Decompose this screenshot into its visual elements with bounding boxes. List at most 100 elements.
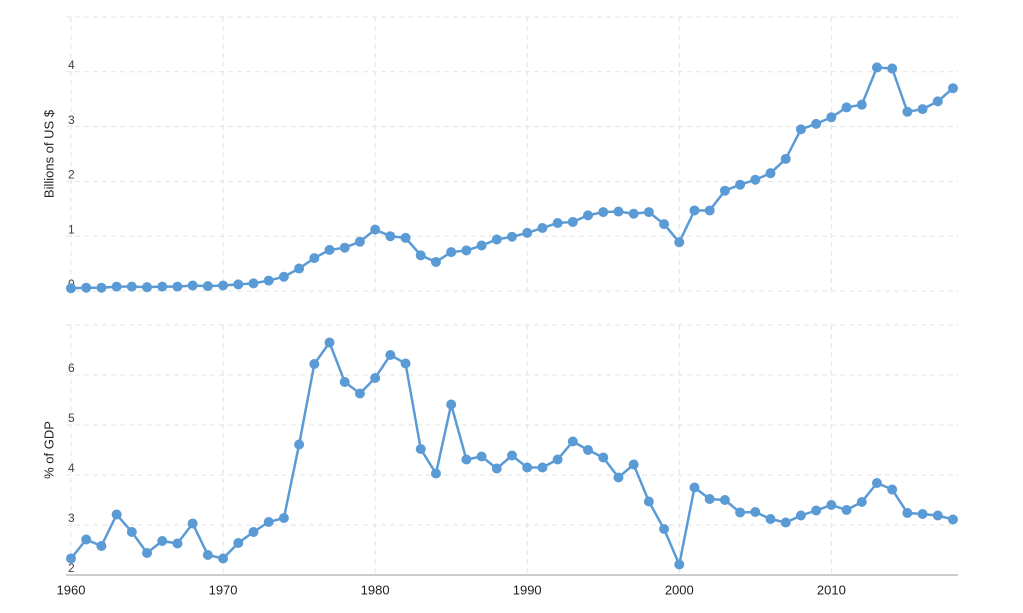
data-point — [507, 450, 517, 461]
data-point — [126, 281, 137, 292]
data-point — [324, 337, 335, 348]
y-tick-label: 3 — [68, 511, 75, 525]
data-point — [218, 280, 229, 291]
data-point — [111, 509, 122, 520]
data-point — [841, 102, 852, 113]
data-point — [780, 517, 791, 528]
data-point — [704, 205, 715, 216]
data-point — [537, 222, 548, 233]
data-point — [476, 451, 487, 462]
data-point — [719, 185, 730, 196]
data-point — [187, 518, 198, 529]
data-point — [157, 281, 168, 292]
data-point — [887, 484, 898, 495]
data-point — [948, 83, 958, 94]
data-point — [826, 500, 837, 510]
data-point — [643, 496, 654, 507]
data-point — [902, 508, 913, 518]
data-point — [552, 454, 563, 465]
data-point — [765, 514, 776, 524]
data-point — [567, 216, 578, 227]
x-tick-label: 1970 — [209, 582, 238, 597]
data-point — [309, 253, 320, 264]
data-point — [248, 527, 259, 537]
data-point — [385, 350, 396, 360]
y-tick-label: 4 — [68, 58, 75, 72]
data-point — [811, 118, 822, 129]
data-point — [719, 495, 730, 505]
data-point — [522, 227, 533, 238]
data-point — [735, 179, 746, 190]
data-point — [339, 242, 350, 253]
data-point — [172, 538, 183, 549]
data-point — [932, 96, 943, 107]
data-point — [598, 452, 609, 463]
data-point — [111, 281, 122, 292]
data-point — [689, 482, 700, 493]
data-point — [659, 219, 670, 230]
data-point — [142, 548, 153, 558]
y-axis-label: % of GDP — [41, 421, 56, 479]
y-tick-label: 4 — [68, 461, 75, 475]
data-point — [750, 174, 761, 185]
data-point — [248, 278, 259, 289]
data-point — [583, 210, 594, 221]
data-point — [370, 224, 381, 235]
data-point — [567, 436, 578, 447]
data-point — [628, 459, 639, 470]
data-point — [932, 510, 943, 521]
data-point — [598, 207, 609, 218]
data-point — [415, 250, 426, 261]
y-tick-label: 1 — [68, 222, 75, 236]
data-point — [81, 282, 92, 293]
data-point — [507, 231, 517, 242]
data-point — [750, 507, 761, 517]
data-point — [66, 553, 76, 564]
data-point — [172, 281, 183, 292]
data-point — [461, 245, 472, 256]
data-point — [765, 168, 776, 179]
y-tick-label: 2 — [68, 168, 75, 182]
data-point — [278, 271, 289, 282]
y-tick-label: 2 — [68, 561, 75, 575]
data-point — [126, 527, 137, 537]
data-point — [856, 99, 867, 110]
data-point — [780, 153, 791, 164]
y-tick-label: 5 — [68, 411, 75, 425]
data-point — [902, 106, 913, 117]
y-tick-label: 3 — [68, 113, 75, 127]
data-point — [263, 275, 274, 286]
data-point — [704, 494, 715, 504]
data-point — [583, 445, 594, 455]
data-point — [491, 234, 502, 245]
data-point — [294, 439, 305, 450]
data-point — [400, 358, 411, 369]
data-point — [461, 454, 472, 465]
x-tick-label: 2000 — [665, 582, 694, 597]
data-point — [339, 377, 350, 387]
data-point — [613, 472, 624, 483]
data-point — [370, 373, 381, 383]
data-point — [917, 104, 928, 115]
x-tick-label: 1960 — [57, 582, 86, 597]
y-axis-label: Billions of US $ — [41, 109, 56, 198]
data-point — [218, 553, 229, 564]
data-point — [157, 536, 168, 546]
data-point — [142, 282, 153, 293]
data-point — [446, 247, 457, 258]
data-point — [385, 231, 396, 242]
data-point — [476, 240, 487, 251]
data-point — [689, 205, 700, 216]
data-point — [674, 559, 685, 570]
data-point — [324, 244, 335, 255]
data-point — [202, 550, 213, 560]
data-line — [70, 66, 954, 290]
data-point — [537, 462, 548, 473]
data-point — [233, 538, 244, 548]
data-point — [430, 468, 441, 479]
data-point — [871, 62, 882, 73]
data-point — [354, 236, 365, 247]
data-point — [96, 282, 107, 293]
data-point — [659, 524, 670, 534]
data-point — [887, 63, 898, 74]
